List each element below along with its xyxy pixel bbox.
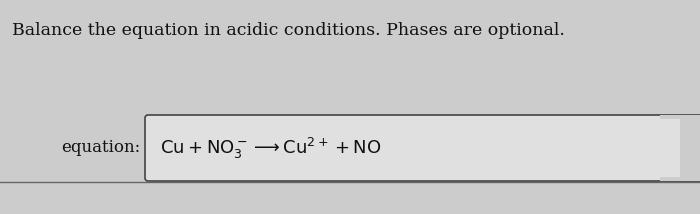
Bar xyxy=(680,116,700,180)
Text: $\mathrm{Cu + NO_3^- \longrightarrow Cu^{2+} + NO}$: $\mathrm{Cu + NO_3^- \longrightarrow Cu^… xyxy=(160,135,382,160)
Text: equation:: equation: xyxy=(61,140,140,156)
Bar xyxy=(660,177,700,181)
Text: Balance the equation in acidic conditions. Phases are optional.: Balance the equation in acidic condition… xyxy=(12,22,565,39)
Bar xyxy=(660,115,700,119)
FancyBboxPatch shape xyxy=(145,115,700,181)
